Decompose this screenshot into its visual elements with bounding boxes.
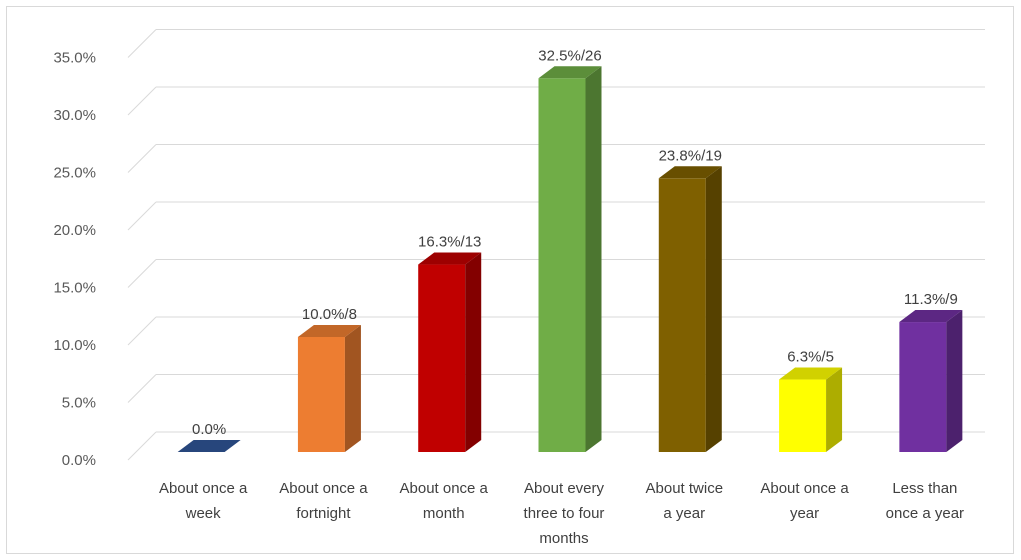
bar-top [418,252,482,265]
gridline-side [127,29,157,58]
x-tick-label: three to four [524,505,605,522]
bar-top [538,66,602,79]
bar-side [826,367,843,452]
x-tick-label: a year [663,505,705,522]
bar [658,178,706,453]
gridline-side [127,86,157,116]
bar [779,379,827,452]
x-tick-label: year [790,505,819,522]
x-tick-label: About twice [646,480,724,497]
gridline-side [127,259,157,288]
data-label: 32.5%/26 [538,47,601,64]
gridline-side [127,431,157,461]
bar-top [779,367,843,380]
gridline-side [127,201,157,231]
bar-top [177,440,241,452]
x-tick-label: About once a [279,480,368,497]
chart-frame [6,6,1014,554]
bar [538,78,586,452]
y-tick-label: 25.0% [53,165,96,182]
bar-side [705,166,722,453]
y-tick-label: 10.0% [53,337,96,354]
gridline-side [127,316,157,346]
x-tick-label: About once a [400,480,489,497]
x-tick-label: Less than [892,480,957,497]
data-label: 6.3%/5 [787,349,834,366]
bar [297,337,345,452]
x-tick-label: About once a [159,480,248,497]
data-label: 23.8%/19 [659,147,722,164]
bar-top [899,310,963,323]
bar-side [946,310,963,452]
y-tick-label: 15.0% [53,280,96,297]
bar-side [585,66,602,452]
x-tick-label: months [539,530,588,547]
bar-top [297,325,361,337]
y-tick-label: 5.0% [62,395,96,412]
x-tick-label: once a year [886,505,964,522]
data-label: 16.3%/13 [418,234,481,251]
x-tick-label: About every [524,480,605,497]
y-tick-label: 20.0% [53,222,96,239]
data-label: 10.0%/8 [302,306,357,323]
bar-side [344,325,361,452]
data-label: 11.3%/9 [904,291,958,308]
y-tick-label: 0.0% [62,452,96,469]
bar-top [658,166,722,179]
y-tick-label: 30.0% [53,107,96,124]
bar [418,264,466,452]
x-tick-label: month [423,505,465,522]
bar-side [465,252,482,452]
gridline-side [127,374,157,403]
bar [899,322,947,452]
x-tick-label: fortnight [296,505,351,522]
x-tick-label: About once a [760,480,849,497]
data-label: 0.0% [192,421,226,438]
x-tick-label: week [185,505,222,522]
gridline-side [127,144,157,173]
y-tick-label: 35.0% [53,50,96,67]
